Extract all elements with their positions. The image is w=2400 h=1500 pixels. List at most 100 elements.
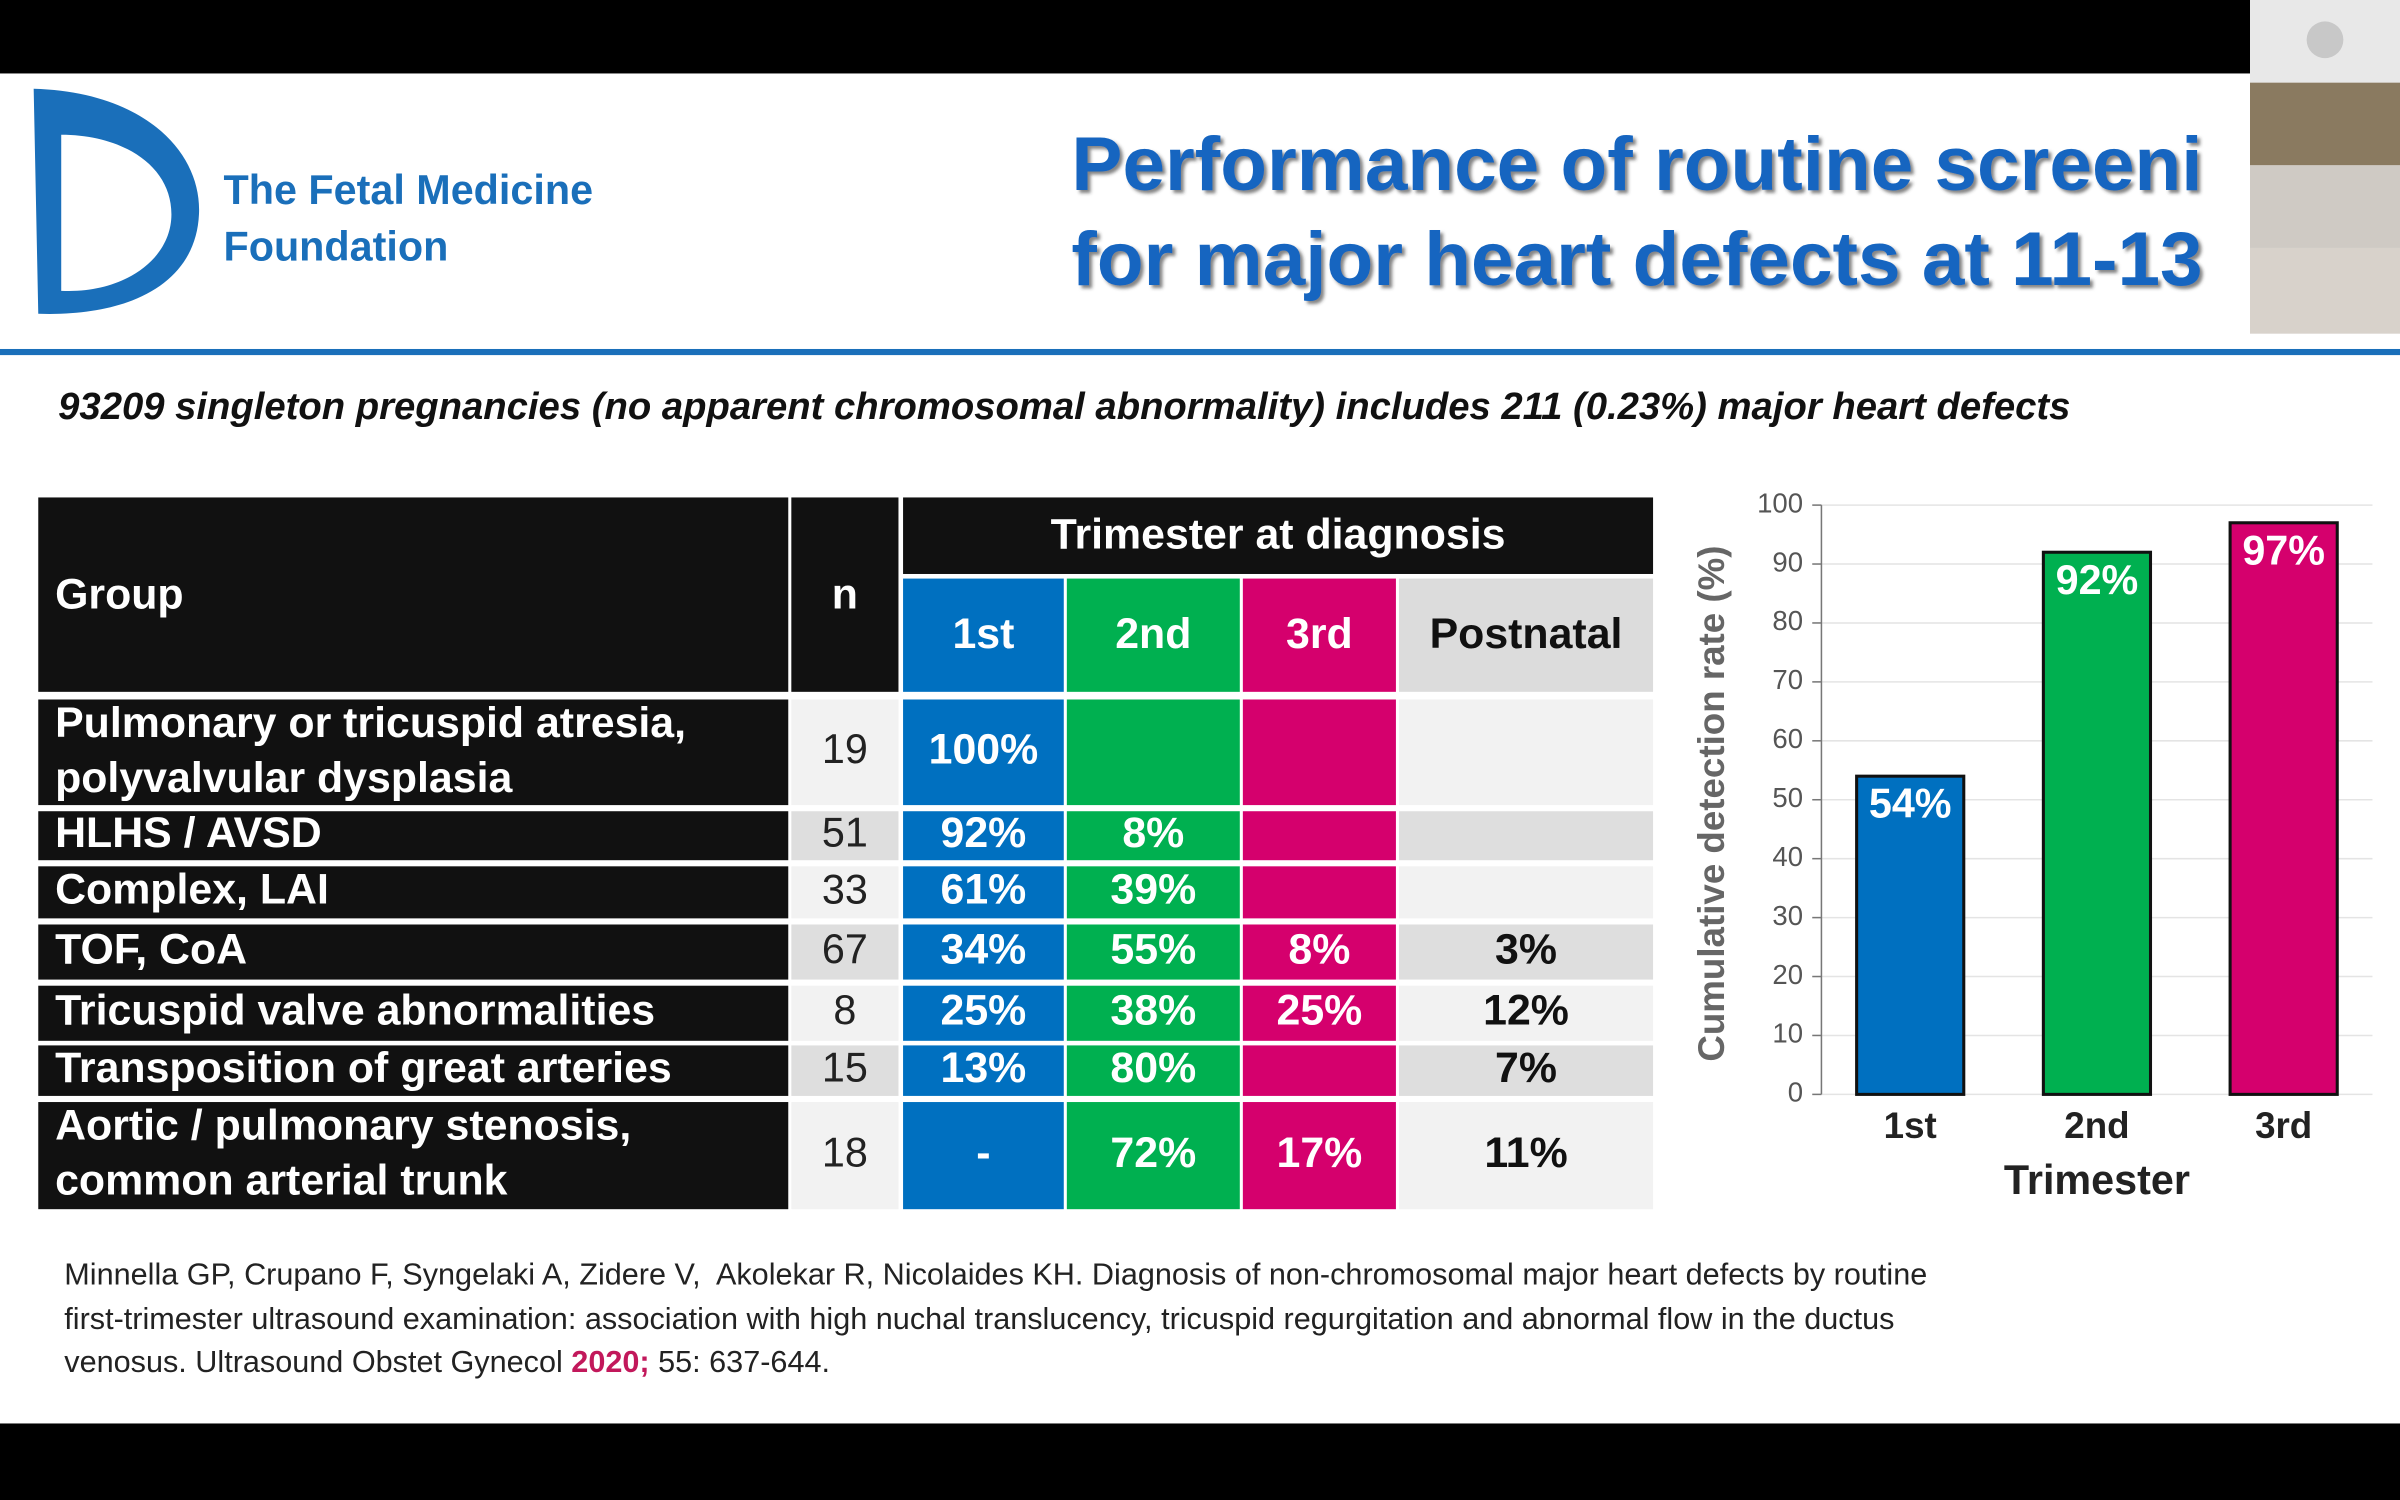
slide-title: for major heart defects at 11-13 [1071, 217, 2202, 302]
group-cell [38, 699, 789, 806]
cell-text: 7% [1495, 1044, 1557, 1092]
citation-part: venosus. Ultrasound Obstet Gynecol [64, 1345, 571, 1379]
n-cell [791, 699, 899, 806]
header-cell [903, 497, 1654, 574]
cell-text: 34% [941, 925, 1027, 973]
n-text: 19 [822, 726, 868, 772]
chart: 0 10 20 30 40 50 60 70 80 90 100 Cumulative detecti… [1691, 487, 2373, 1203]
avatar [2306, 21, 2344, 59]
cell [1066, 1102, 1240, 1210]
group-cell [38, 1045, 789, 1096]
cell-text: 100% [929, 726, 1039, 774]
group-text: Tricuspid valve abnormalities [55, 987, 655, 1035]
group-cell [38, 811, 789, 861]
cell-text: 25% [941, 987, 1027, 1035]
group-cell [38, 1102, 789, 1210]
cell-text: 80% [1110, 1044, 1196, 1092]
cell-text: 55% [1110, 925, 1196, 973]
cell [1398, 699, 1654, 806]
y-tick-label: 20 [1772, 959, 1803, 990]
cell-text: 72% [1110, 1129, 1196, 1177]
group-text: polyvalvular dysplasia [55, 754, 513, 802]
cell [903, 699, 1064, 806]
cell [1242, 924, 1396, 980]
n-text: 8 [833, 987, 856, 1033]
group-text: Transposition of great arteries [55, 1044, 672, 1092]
cell [1066, 699, 1240, 806]
cell [903, 866, 1064, 919]
header-cell [903, 578, 1064, 692]
header-text: Trimester at diagnosis [1051, 511, 1506, 559]
cell-text: 61% [941, 866, 1027, 914]
header-cell [791, 497, 899, 692]
cell [1242, 985, 1396, 1041]
video-tile [2250, 247, 2400, 334]
y-tick-label: 50 [1772, 782, 1803, 813]
cell [1398, 811, 1654, 861]
bar [2228, 521, 2339, 1096]
n-text: 18 [822, 1130, 868, 1176]
header-text: Group [55, 570, 184, 618]
group-text: Aortic / pulmonary stenosis, [55, 1101, 631, 1149]
cell [1242, 1102, 1396, 1210]
x-tick-label: 2nd [2064, 1105, 2129, 1146]
n-cell [791, 866, 899, 919]
cell-text: 8% [1122, 809, 1184, 857]
header-text: 3rd [1286, 610, 1353, 658]
cell [1242, 866, 1396, 919]
header-cell [1066, 578, 1240, 692]
y-axis-label: Cumulative detection rate (%) [1691, 545, 1732, 1061]
cell [1398, 1045, 1654, 1096]
n-cell [791, 811, 899, 861]
table: Group n Trimester at diagnosis 1st 2nd 3rd Pos… [38, 497, 1654, 1210]
header-text: 1st [952, 610, 1014, 658]
citation: first-trimester ultrasound examination: … [64, 1302, 1894, 1336]
group-cell [38, 924, 789, 980]
n-text: 15 [822, 1045, 868, 1091]
slide-title: Performance of routine screeni [1071, 122, 2202, 207]
citation-part: 2020; [571, 1345, 649, 1379]
cell-text: 38% [1110, 987, 1196, 1035]
cell [1066, 866, 1240, 919]
n-text: 33 [822, 866, 868, 912]
cell [1398, 866, 1654, 919]
group-text: Pulmonary or tricuspid atresia, [55, 699, 686, 747]
cell [1398, 985, 1654, 1041]
cell [903, 811, 1064, 861]
group-text: common arterial trunk [55, 1156, 508, 1204]
cell-text: 92% [941, 809, 1027, 857]
cell [903, 1045, 1064, 1096]
cell [1398, 924, 1654, 980]
group-cell [38, 866, 789, 919]
n-cell [791, 924, 899, 980]
y-tick-label: 80 [1772, 605, 1803, 636]
video-tile [2250, 165, 2400, 248]
group-text: Complex, LAI [55, 866, 329, 914]
cell [903, 924, 1064, 980]
header-cell [1398, 578, 1654, 692]
header-text: Postnatal [1430, 610, 1623, 658]
subtitle: 93209 singleton pregnancies (no apparent… [58, 385, 2070, 428]
group-text: TOF, CoA [55, 925, 247, 973]
cell-text: 39% [1110, 866, 1196, 914]
cell [1066, 1045, 1240, 1096]
y-tick-label: 70 [1772, 664, 1803, 695]
cell [1066, 985, 1240, 1041]
y-tick-label: 10 [1772, 1018, 1803, 1049]
video-tile [2250, 82, 2400, 166]
y-tick-label: 0 [1788, 1077, 1803, 1108]
x-tick-label: 3rd [2255, 1105, 2312, 1146]
cell-text: 12% [1483, 987, 1569, 1035]
cell-text: 17% [1277, 1129, 1363, 1177]
cell [903, 1102, 1064, 1210]
cell-text: 25% [1277, 987, 1363, 1035]
cell [1242, 1045, 1396, 1096]
header-cell [38, 497, 789, 692]
header-text: 2nd [1115, 610, 1191, 658]
cell-text: - [976, 1129, 990, 1177]
cell-text: 3% [1495, 925, 1557, 973]
n-cell [791, 1102, 899, 1210]
y-tick-label: 60 [1772, 723, 1803, 754]
